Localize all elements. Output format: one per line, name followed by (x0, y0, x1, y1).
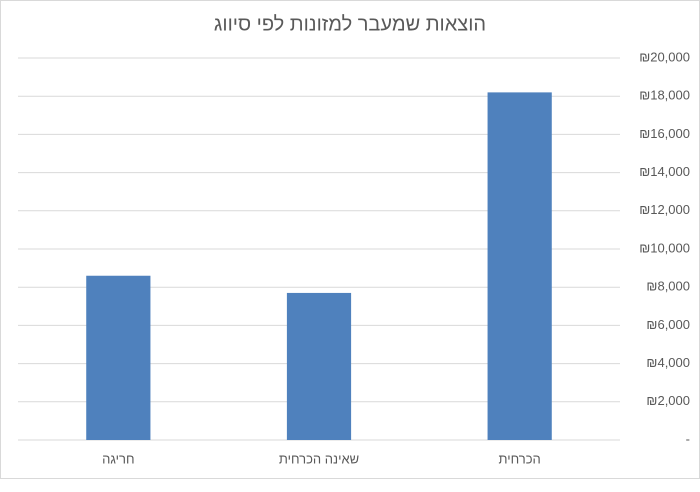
y-tick-label: ₪8,000 (646, 279, 690, 294)
y-tick-label: ₪14,000 (639, 164, 690, 179)
y-tick-label: ₪20,000 (639, 49, 690, 64)
bar (286, 292, 352, 440)
y-tick-label: ₪16,000 (639, 126, 690, 141)
x-tick-label: חריגה (102, 451, 134, 466)
y-tick-label: ₪2,000 (646, 393, 690, 408)
y-tick-label: ₪10,000 (639, 240, 690, 255)
bar (487, 92, 552, 440)
chart-title: הוצאות שמעבר למזונות לפי סיווג (214, 13, 486, 35)
y-tick-label: ₪6,000 (646, 317, 690, 332)
y-tick-label: ₪12,000 (639, 202, 690, 217)
x-tick-label: הכרחית (499, 451, 541, 466)
y-tick-label: - (686, 431, 690, 446)
bar (86, 275, 151, 440)
y-tick-label: ₪4,000 (646, 355, 690, 370)
x-tick-label: שאינה הכרחית (279, 451, 359, 466)
y-tick-label: ₪18,000 (639, 88, 690, 103)
